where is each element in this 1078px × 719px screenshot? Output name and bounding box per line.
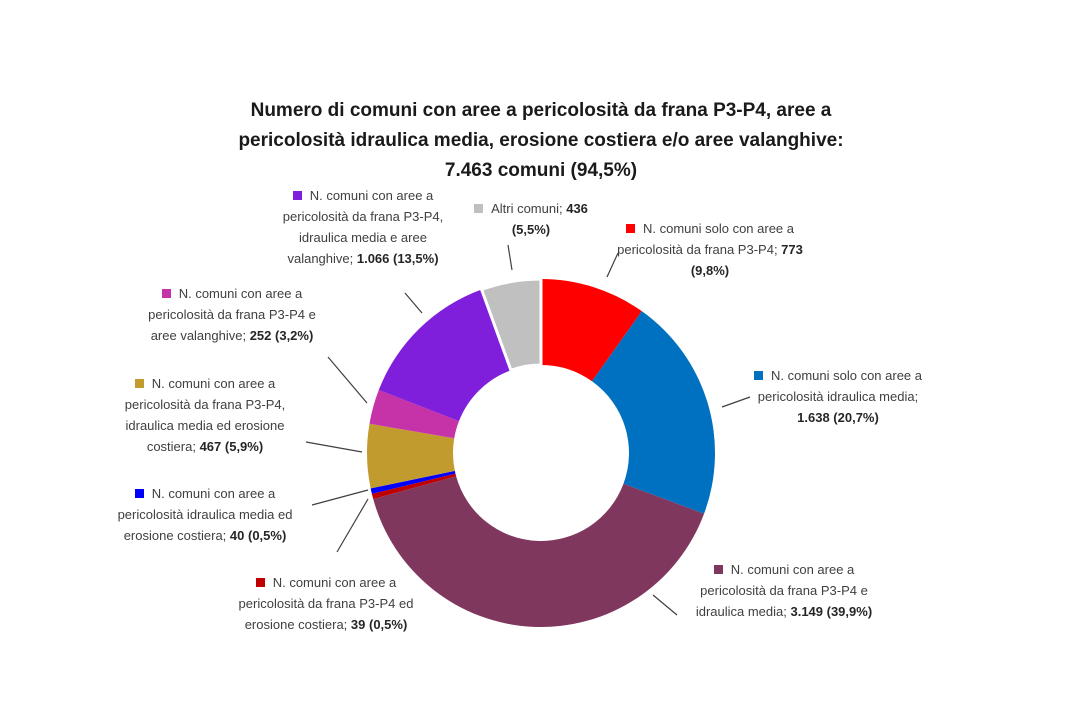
leader-line xyxy=(336,498,369,553)
data-label-altri: Altri comuni; 436 (5,5%) xyxy=(472,198,590,240)
donut-slice xyxy=(591,311,716,514)
legend-swatch xyxy=(753,371,763,380)
label-name: N. comuni con aree a pericolosità da fra… xyxy=(695,562,868,619)
leader-line xyxy=(606,252,619,278)
data-label-frana-valanghe: N. comuni con aree a pericolosità da fra… xyxy=(142,283,322,346)
label-value: 252 (3,2%) xyxy=(249,328,314,343)
label-value: 39 (0,5%) xyxy=(350,617,408,632)
chart-title-line: Numero di comuni con aree a pericolosità… xyxy=(250,100,832,121)
donut-slice xyxy=(541,279,642,382)
data-label-frana-only: N. comuni solo con aree a pericolosità d… xyxy=(612,218,808,281)
chart-title-line: 7.463 comuni (94,5%) xyxy=(444,160,638,181)
label-name: N. comuni con aree a pericolosità da fra… xyxy=(148,286,316,343)
label-name: N. comuni con aree a pericolosità idraul… xyxy=(117,486,293,543)
legend-swatch xyxy=(474,204,484,213)
leader-line xyxy=(311,489,369,506)
label-name: N. comuni con aree a pericolosità da fra… xyxy=(124,376,286,454)
label-value: 773 (9,8%) xyxy=(690,242,803,278)
donut-slice xyxy=(370,470,456,494)
legend-swatch xyxy=(625,224,635,233)
data-label-frana-idraulica-valanghe: N. comuni con aree a pericolosità da fra… xyxy=(268,185,458,269)
donut-slice xyxy=(378,289,511,422)
data-label-idraulica-only: N. comuni solo con aree a pericolosità i… xyxy=(740,365,936,428)
legend-swatch xyxy=(134,379,144,388)
label-value: 40 (0,5%) xyxy=(229,528,287,543)
leader-line xyxy=(305,441,363,453)
data-label-frana-erosione: N. comuni con aree a pericolosità da fra… xyxy=(228,572,424,635)
legend-swatch xyxy=(134,489,144,498)
label-value: 467 (5,9%) xyxy=(199,439,264,454)
leader-line xyxy=(507,244,513,271)
legend-swatch xyxy=(292,191,302,200)
data-label-idraulica-erosione: N. comuni con aree a pericolosità idraul… xyxy=(115,483,295,546)
donut-slice xyxy=(373,476,705,628)
chart-title-line: pericolosità idraulica media, erosione c… xyxy=(238,130,844,151)
data-label-frana-idraulica: N. comuni con aree a pericolosità da fra… xyxy=(694,559,874,622)
leader-line xyxy=(327,356,368,404)
label-value: 436 (5,5%) xyxy=(511,201,588,237)
legend-swatch xyxy=(255,578,265,587)
label-value: 1.638 (20,7%) xyxy=(797,410,879,425)
donut-slice xyxy=(479,277,543,373)
donut-slice xyxy=(371,473,457,500)
leader-line xyxy=(404,292,423,314)
leader-line xyxy=(721,396,751,408)
chart-title: Numero di comuni con aree a pericolosità… xyxy=(190,96,892,186)
label-name: N. comuni solo con aree a pericolosità d… xyxy=(617,221,795,257)
label-name: N. comuni solo con aree a pericolosità i… xyxy=(757,368,923,404)
legend-swatch xyxy=(161,289,171,298)
donut-slice xyxy=(369,390,459,439)
label-value: 1.066 (13,5%) xyxy=(356,251,439,266)
label-value: 3.149 (39,9%) xyxy=(790,604,873,619)
label-name: Altri comuni; xyxy=(491,201,567,216)
leader-line xyxy=(652,594,678,616)
data-label-frana-idraulica-erosione: N. comuni con aree a pericolosità da fra… xyxy=(115,373,295,457)
label-name: N. comuni con aree a pericolosità da fra… xyxy=(282,188,444,266)
donut-slice xyxy=(367,423,455,489)
legend-swatch xyxy=(713,565,723,574)
label-name: N. comuni con aree a pericolosità da fra… xyxy=(238,575,414,632)
